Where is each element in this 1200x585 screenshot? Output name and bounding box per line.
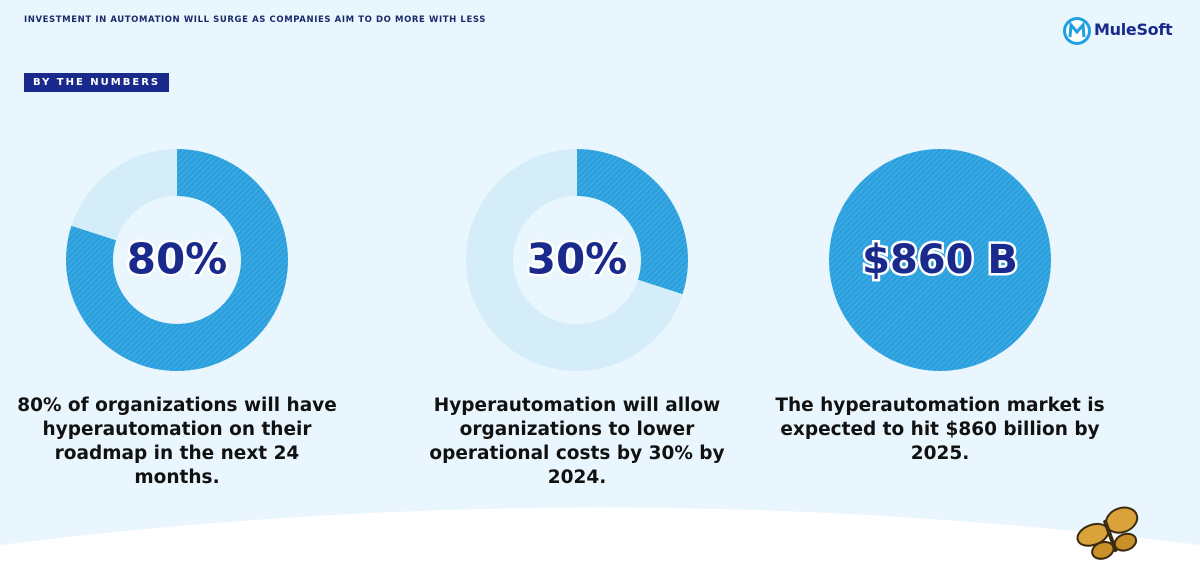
section-label: BY THE NUMBERS — [24, 73, 170, 92]
center-value: 30% — [527, 235, 628, 284]
header-title: INVESTMENT IN AUTOMATION WILL SURGE AS C… — [24, 15, 486, 25]
center-value: 80% — [127, 235, 228, 284]
donut-segment — [71, 149, 177, 241]
hatch — [577, 149, 688, 295]
brand-name: MuleSoft — [1094, 20, 1173, 39]
caption: The hyperautomation market is expected t… — [775, 395, 1105, 464]
bottom-wave — [0, 507, 1200, 585]
brand-logo — [1063, 17, 1091, 45]
caption: Hyperautomation will allow organizations… — [429, 395, 725, 488]
butterfly — [1076, 506, 1139, 560]
center-value: $860 B — [862, 237, 1018, 283]
donut-segment — [465, 149, 683, 371]
caption: 80% of organizations will have hyperauto… — [17, 395, 337, 488]
hatch — [829, 149, 1051, 371]
hatch — [65, 149, 288, 371]
